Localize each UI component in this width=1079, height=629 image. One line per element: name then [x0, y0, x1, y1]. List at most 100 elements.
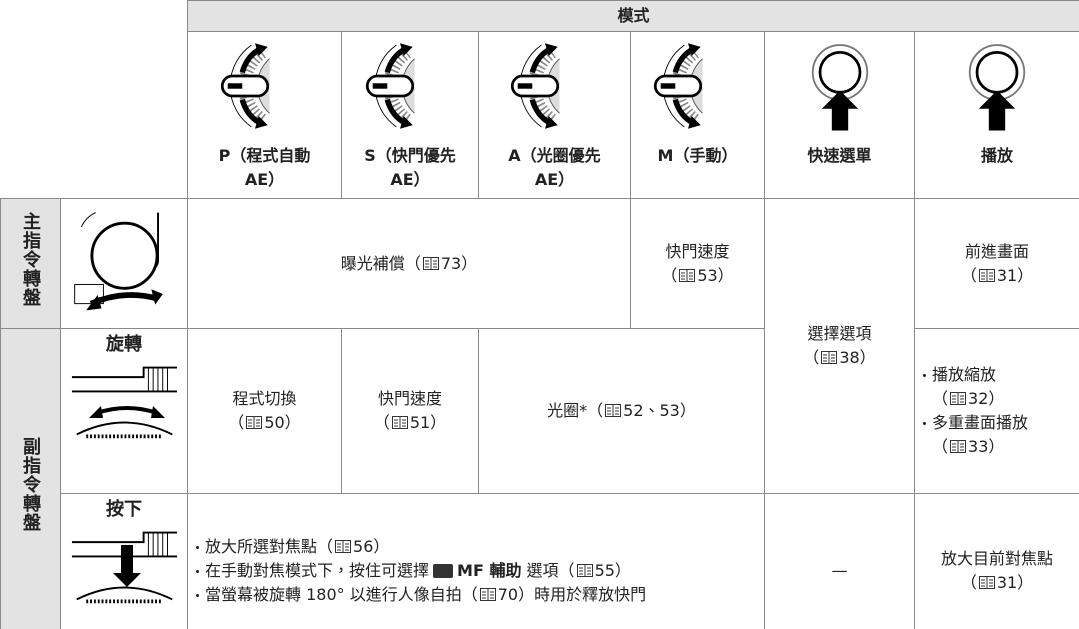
page-reference: 放大所選對焦點（ 56） — [205, 537, 389, 556]
book-icon — [246, 416, 262, 429]
book-icon — [605, 404, 621, 417]
bracket: ） — [679, 401, 696, 420]
book-icon — [979, 269, 995, 282]
page-number: 51 — [409, 413, 431, 432]
page-reference: 曝光補償（ 73） — [341, 254, 477, 273]
page-number: 70 — [497, 584, 519, 604]
bullet: 放大所選對焦點（ 56） — [196, 535, 760, 559]
dial-icon — [355, 36, 465, 136]
label: 曝光補償 — [340, 253, 405, 273]
page-reference: （ 50） — [228, 413, 300, 432]
cell: 快門速度（51） — [341, 328, 479, 494]
book-icon — [679, 269, 695, 282]
mode-playback: 播放 — [913, 31, 1079, 199]
mode-quick: 快速選單 — [764, 31, 915, 199]
bracket: （ — [960, 265, 977, 285]
cell: — — [764, 493, 915, 629]
book-icon — [392, 416, 408, 429]
page-reference: （ 33） — [932, 437, 1004, 456]
page-reference: （ 53） — [661, 266, 733, 285]
cell: 選擇選項（38） — [764, 198, 915, 494]
cell: 前進畫面（31） — [913, 198, 1079, 329]
dial-icon — [643, 36, 753, 136]
bracket: （ — [558, 560, 575, 580]
icon — [67, 523, 182, 609]
bracket: （ — [587, 401, 604, 420]
page-reference: （ 32） — [932, 389, 1004, 408]
cell: 放大所選對焦點（ 56） 在手動對焦模式下，按住可選擇 MF 輔助 選項（ 55） 當… — [187, 493, 765, 629]
mode-m: M（手動） — [630, 31, 765, 199]
label: 光圈* — [547, 401, 588, 420]
page-number: 52、53 — [623, 401, 680, 420]
mode-p: P（程式自動 AE） — [187, 31, 342, 199]
dial-icon — [500, 36, 610, 136]
cell: 放大目前對焦點（31） — [913, 493, 1079, 629]
bullet-list: 播放縮放（32） 多重畫面播放（33） — [915, 363, 1079, 459]
page-number: 31 — [996, 572, 1018, 592]
page-number: 32 — [968, 389, 989, 408]
bracket: ） — [717, 265, 734, 285]
bracket: ） — [614, 560, 631, 580]
group-label: 主指令轉盤 — [0, 198, 61, 329]
book-icon — [335, 540, 351, 553]
label: 放大所選對焦點 — [205, 536, 318, 556]
bracket: ） — [859, 348, 876, 367]
book-icon — [821, 351, 837, 364]
page-number: 38 — [839, 348, 860, 367]
bracket: （ — [404, 253, 421, 273]
label: 當螢幕被旋轉 180° 以進行人像自拍 — [205, 584, 462, 604]
sub-dial-icon: 旋轉 — [60, 328, 188, 494]
bullet: 在手動對焦模式下，按住可選擇 MF 輔助 選項（ 55） — [196, 559, 760, 583]
bracket: ） — [518, 584, 535, 604]
icon — [67, 358, 182, 444]
bullet: 當螢幕被旋轉 180° 以進行人像自拍（ 70）時用於釋放快門 — [196, 583, 760, 607]
bracket: ） — [1017, 265, 1034, 285]
bracket: ） — [1017, 572, 1034, 592]
page-reference: （ 51） — [374, 413, 446, 432]
bullet: 多重畫面播放（33） — [923, 411, 1075, 459]
page-number: 56 — [353, 536, 374, 556]
bracket: （ — [317, 536, 334, 556]
page-reference: （ 31） — [961, 266, 1033, 285]
book-icon — [950, 440, 966, 453]
group-label: 副指令轉盤 — [0, 328, 61, 629]
page-number: 73 — [440, 253, 462, 273]
bracket: ） — [988, 389, 1005, 408]
page-number: 53 — [697, 265, 718, 285]
bracket: （ — [932, 389, 949, 408]
bullet-list: 放大所選對焦點（ 56） 在手動對焦模式下，按住可選擇 MF 輔助 選項（ 55） 當… — [188, 535, 764, 607]
bracket: （ — [960, 572, 977, 592]
bracket: （ — [803, 348, 820, 367]
mf-assist-icon — [433, 563, 454, 578]
mode-header: 模式 — [186, 0, 1079, 32]
cell: 光圈*（ 52、53） — [478, 328, 765, 494]
book-icon — [577, 564, 593, 577]
bracket: （ — [373, 413, 390, 432]
cell: 播放縮放（32） 多重畫面播放（33） — [913, 328, 1079, 494]
bracket: ） — [284, 413, 301, 432]
dial-icon — [210, 36, 320, 136]
page-number: 31 — [996, 265, 1018, 285]
sub-dial-press-icon: 按下 — [60, 493, 188, 629]
book-icon — [979, 576, 995, 589]
cell: 程式切換（50） — [187, 328, 342, 494]
bracket: ） — [373, 536, 390, 556]
button-icon — [785, 36, 895, 136]
button-icon — [942, 36, 1052, 136]
page-reference: （ 31） — [961, 573, 1033, 592]
bullet: 播放縮放（32） — [923, 363, 1075, 411]
page-number: 33 — [968, 437, 989, 456]
book-icon — [480, 588, 496, 601]
mode-s: S（快門優先 AE） — [341, 31, 479, 199]
main-dial-icon — [60, 198, 188, 329]
mode-a: A（光圈優先 AE） — [478, 31, 631, 199]
bracket: ） — [430, 413, 447, 432]
cell: 快門速度（53） — [630, 198, 765, 329]
bracket: （ — [661, 265, 678, 285]
page-number: 55 — [594, 560, 615, 580]
bracket: （ — [461, 584, 478, 604]
option: MF 輔助 — [457, 560, 522, 580]
